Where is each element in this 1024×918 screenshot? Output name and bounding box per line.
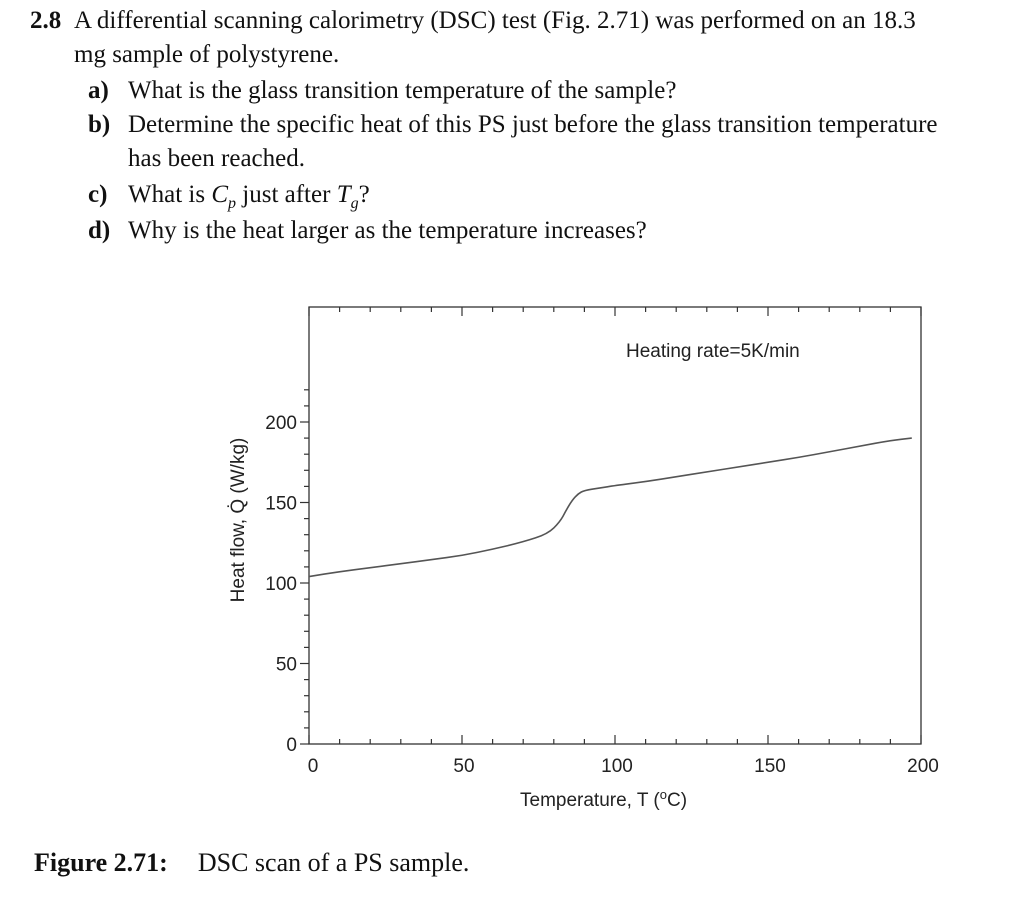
figure-caption: Figure 2.71: DSC scan of a PS sample. [34, 848, 469, 878]
part-a-text: What is the glass transition temperature… [128, 77, 677, 104]
y-tick-label: 0 [286, 735, 297, 756]
y-axis-label: Heat flow, Q̇ (W/kg) [228, 438, 249, 603]
heating-rate-annotation: Heating rate=5K/min [626, 341, 800, 362]
plot-frame [308, 306, 922, 745]
part-c-label: c) [88, 181, 108, 208]
figure-caption-label: Figure 2.71: [34, 848, 168, 877]
x-tick-label: 100 [601, 756, 633, 777]
figure-caption-text: DSC scan of a PS sample. [197, 848, 470, 877]
problem-stem-line1: A differential scanning calorimetry (DSC… [74, 7, 916, 34]
part-b-text-line1: Determine the specific heat of this PS j… [128, 111, 938, 138]
part-d-label: d) [88, 217, 111, 244]
part-a-label: a) [88, 77, 109, 104]
part-d-text: Why is the heat larger as the temperatur… [128, 217, 647, 244]
part-c-text-pre: What is [128, 181, 212, 208]
x-tick-label: 200 [907, 756, 939, 777]
x-axis-label: Temperature, T (oC) [520, 787, 687, 811]
tg-symbol: Tg [336, 181, 359, 212]
y-tick-label: 100 [265, 574, 297, 595]
y-axis: 0 50 100 150 200 [265, 389, 309, 756]
part-c-text-mid: just after [236, 181, 337, 208]
problem-stem-line2: mg sample of polystyrene. [74, 41, 340, 68]
cp-symbol: Cp [211, 181, 237, 212]
x-tick-label: 150 [754, 756, 786, 777]
heat-flow-curve [308, 437, 912, 578]
y-tick-label: 150 [265, 494, 297, 515]
x-tick-label: 0 [308, 756, 319, 777]
part-c-text: What is Cp just after Tg? [128, 178, 1008, 221]
y-tick-label: 200 [265, 413, 297, 434]
x-axis: 0 50 100 150 200 [308, 307, 939, 777]
y-tick-label: 50 [276, 655, 297, 676]
x-tick-label: 50 [453, 756, 474, 777]
part-b-label: b) [88, 111, 111, 138]
part-b-text-line2: has been reached. [128, 145, 305, 172]
part-c-text-post: ? [358, 181, 370, 208]
problem-number: 2.8 [30, 7, 62, 34]
